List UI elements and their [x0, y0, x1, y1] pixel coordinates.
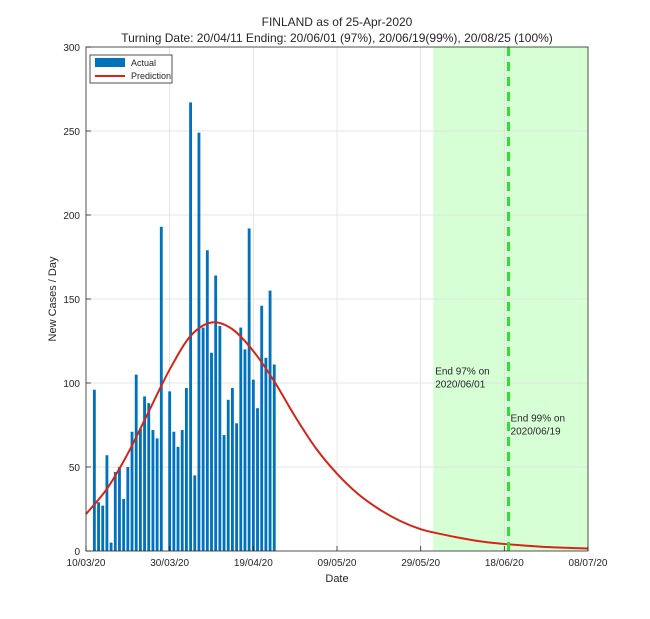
actual-bar — [184, 388, 188, 551]
y-tick-label: 50 — [69, 463, 81, 474]
actual-bar — [189, 102, 193, 551]
annotation-text: End 97% on — [435, 367, 490, 378]
actual-bar — [92, 389, 96, 551]
actual-bar — [155, 438, 159, 551]
prediction-line — [85, 321, 589, 550]
y-axis-label: New Cases / Day — [47, 256, 59, 341]
y-tick-label: 100 — [63, 379, 80, 390]
legend-prediction-label: Prediction — [131, 71, 171, 81]
legend: Actual Prediction — [89, 54, 173, 84]
actual-bar — [247, 228, 251, 551]
actual-bar — [226, 399, 230, 551]
x-tick-label: 18/06/20 — [485, 558, 524, 569]
legend-actual-swatch — [95, 58, 125, 67]
y-tick-label: 0 — [74, 547, 80, 558]
chart-title: FINLAND as of 25-Apr-2020 — [262, 15, 413, 29]
y-tick-label: 200 — [63, 211, 80, 222]
actual-bar — [239, 327, 243, 551]
actual-bar — [159, 226, 163, 551]
actual-bar — [122, 498, 126, 551]
actual-bar — [126, 467, 130, 551]
x-tick-label: 09/05/20 — [318, 558, 357, 569]
actual-bar — [205, 250, 209, 551]
legend-actual-label: Actual — [131, 58, 156, 68]
y-tick-label: 250 — [63, 127, 80, 138]
actual-bar — [235, 423, 239, 551]
actual-bar — [256, 408, 259, 551]
y-tick-label: 300 — [63, 43, 80, 54]
actual-bar — [260, 305, 264, 551]
actual-bar — [193, 475, 197, 551]
actual-bar — [143, 396, 146, 551]
actual-bar — [201, 327, 205, 551]
x-tick-label: 10/03/20 — [67, 558, 106, 569]
actual-bar — [243, 349, 247, 551]
annotation-text: 2020/06/01 — [435, 380, 485, 391]
actual-bar — [113, 472, 117, 551]
actual-bar — [197, 132, 201, 551]
actual-bar — [172, 431, 176, 551]
actual-bar — [130, 431, 134, 551]
chart-subtitle: Turning Date: 20/04/11 Ending: 20/06/01 … — [121, 31, 553, 45]
actual-bar — [101, 505, 105, 551]
actual-bar — [147, 403, 151, 551]
annotation-text: End 99% on — [511, 414, 566, 425]
x-tick-label: 30/03/20 — [150, 558, 189, 569]
actual-bar — [210, 352, 213, 551]
actual-bar — [151, 430, 155, 551]
actual-bar — [251, 379, 255, 551]
actual-bar — [230, 388, 234, 551]
actual-bar — [109, 542, 113, 551]
x-axis-label: Date — [325, 573, 348, 585]
actual-bar — [118, 467, 121, 551]
actual-bar — [168, 391, 172, 551]
actual-bar — [272, 364, 276, 551]
actual-bar — [138, 428, 142, 551]
actual-bar — [268, 290, 272, 551]
actual-bar — [222, 435, 226, 551]
x-tick-label: 08/07/20 — [569, 558, 608, 569]
actual-bar — [218, 325, 222, 551]
x-tick-label: 29/05/20 — [401, 558, 440, 569]
actual-bar — [134, 374, 138, 551]
legend-box — [89, 54, 173, 84]
actual-bar — [105, 455, 109, 551]
y-tick-label: 150 — [63, 295, 80, 306]
actual-bar — [264, 357, 268, 551]
actual-bar — [214, 275, 218, 551]
actual-bar — [176, 446, 180, 551]
x-tick-label: 19/04/20 — [234, 558, 273, 569]
actual-bar — [97, 502, 100, 551]
actual-bar — [180, 430, 184, 551]
annotation-text: 2020/06/19 — [511, 427, 561, 438]
